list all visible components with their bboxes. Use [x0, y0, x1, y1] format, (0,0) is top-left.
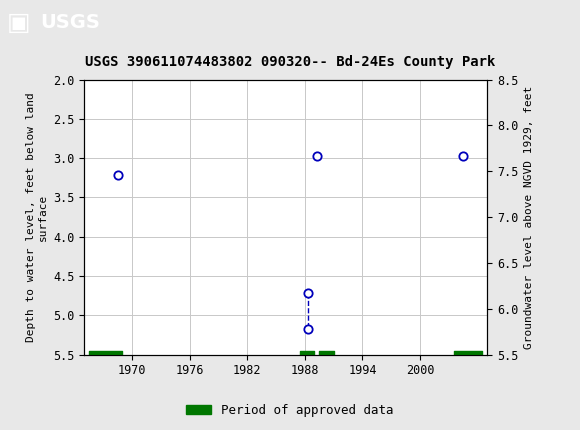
Text: USGS: USGS [41, 13, 100, 32]
Text: USGS 390611074483802 090320-- Bd-24Es County Park: USGS 390611074483802 090320-- Bd-24Es Co… [85, 55, 495, 69]
Y-axis label: Groundwater level above NGVD 1929, feet: Groundwater level above NGVD 1929, feet [524, 86, 534, 349]
Legend: Period of approved data: Period of approved data [181, 399, 399, 421]
Y-axis label: Depth to water level, feet below land
surface: Depth to water level, feet below land su… [26, 92, 48, 342]
Text: ▣: ▣ [7, 11, 31, 34]
